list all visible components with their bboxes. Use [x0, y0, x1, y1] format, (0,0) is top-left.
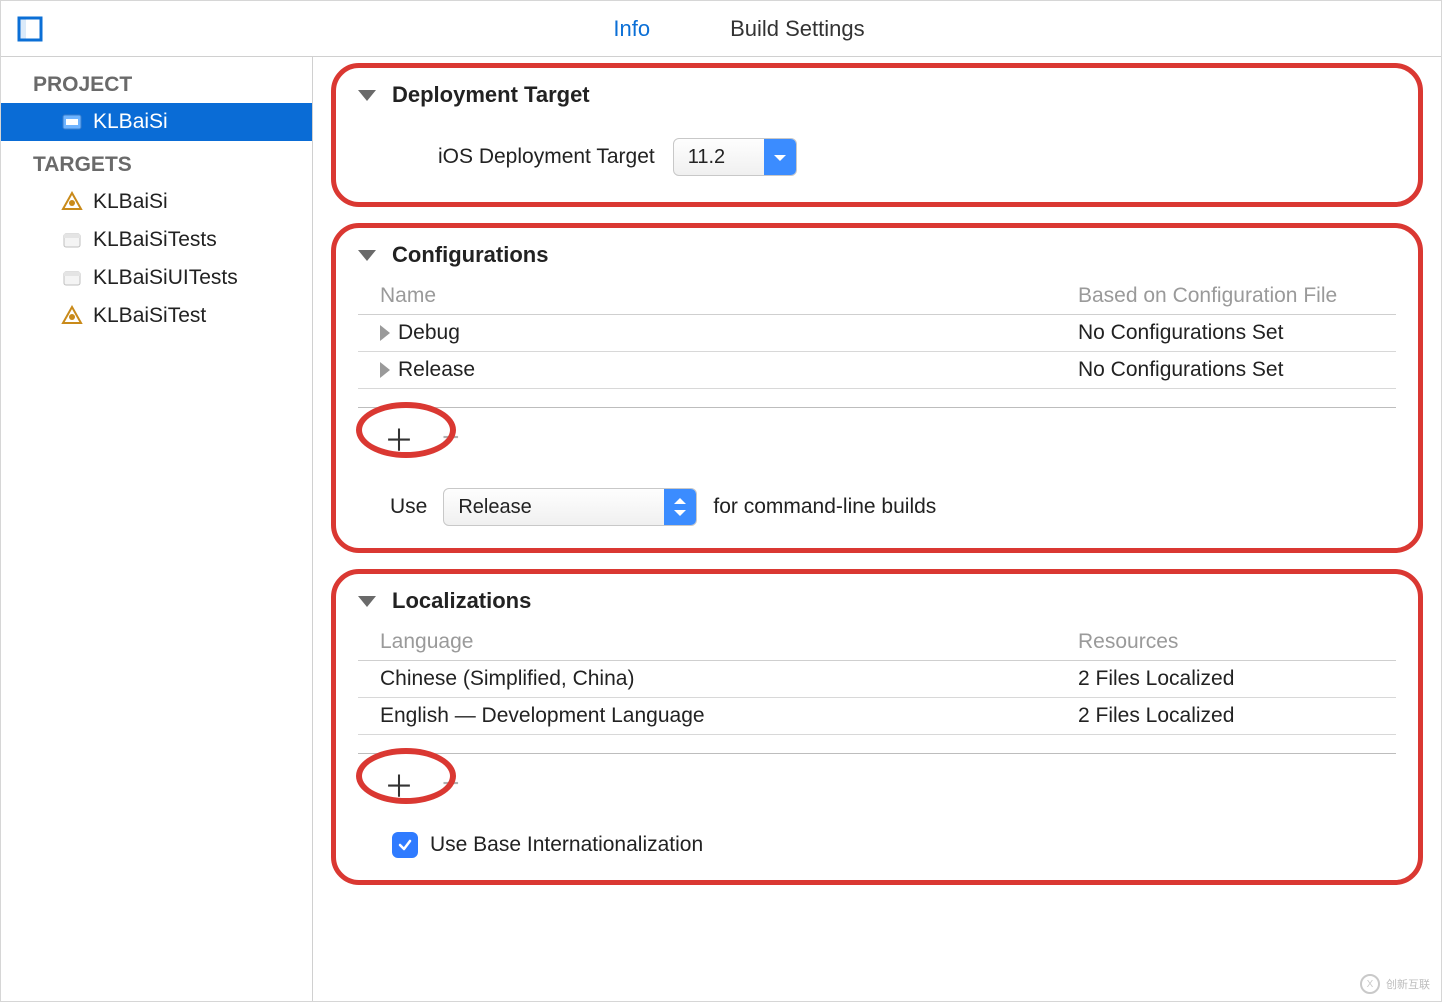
ios-deployment-target-select[interactable]: 11.2	[673, 138, 797, 176]
sidebar-item-label: KLBaiSiTest	[93, 304, 206, 328]
remove-localization-button[interactable]: −	[442, 767, 460, 801]
tab-info[interactable]: Info	[613, 16, 650, 42]
col-resources: Resources	[1078, 630, 1388, 654]
col-language: Language	[380, 630, 1078, 654]
panel-deployment-target: Deployment Target iOS Deployment Target …	[331, 63, 1423, 207]
left-panel-toggle-icon[interactable]	[15, 14, 45, 44]
checkmark-icon	[397, 837, 413, 853]
project-navigator: PROJECT KLBaiSi TARGETS KLBaiSi KLBaiSiT…	[1, 57, 313, 1001]
table-row[interactable]: Release No Configurations Set	[358, 352, 1396, 389]
editor-content: Deployment Target iOS Deployment Target …	[313, 57, 1441, 1001]
select-value: 11.2	[674, 139, 764, 175]
configurations-table: Name Based on Configuration File Debug N…	[358, 278, 1396, 389]
editor-topbar: Info Build Settings	[1, 1, 1441, 57]
test-bundle-icon	[61, 229, 83, 251]
panel-title: Localizations	[392, 588, 531, 614]
add-configuration-button[interactable]: ＋	[384, 416, 414, 460]
table-row[interactable]: English — Development Language 2 Files L…	[358, 698, 1396, 735]
watermark-logo-icon: X	[1360, 974, 1380, 994]
sidebar-item-label: KLBaiSiUITests	[93, 266, 238, 290]
sidebar-item-label: KLBaiSi	[93, 110, 168, 134]
base-internationalization-label: Use Base Internationalization	[430, 833, 703, 857]
expand-icon[interactable]	[380, 325, 390, 341]
sidebar-item-label: KLBaiSi	[93, 190, 168, 214]
use-label-pre: Use	[390, 495, 427, 519]
col-name: Name	[380, 284, 1078, 308]
sidebar-item-label: KLBaiSiTests	[93, 228, 217, 252]
targets-heading: TARGETS	[1, 147, 312, 183]
table-header: Name Based on Configuration File	[358, 278, 1396, 315]
tab-build-settings[interactable]: Build Settings	[730, 16, 865, 42]
watermark-text: 创新互联	[1386, 976, 1430, 992]
editor-tabs: Info Build Settings	[45, 16, 1433, 42]
chevron-updown-icon	[664, 489, 696, 525]
table-header: Language Resources	[358, 624, 1396, 661]
sidebar-item-target[interactable]: KLBaiSiTests	[1, 221, 312, 259]
watermark: X 创新互联	[1360, 974, 1430, 994]
remove-configuration-button[interactable]: −	[442, 421, 460, 455]
table-row[interactable]: Debug No Configurations Set	[358, 315, 1396, 352]
expand-icon[interactable]	[380, 362, 390, 378]
chevron-down-icon	[764, 139, 796, 175]
panel-title: Deployment Target	[392, 82, 590, 108]
loc-resources: 2 Files Localized	[1078, 704, 1388, 728]
loc-resources: 2 Files Localized	[1078, 667, 1388, 691]
config-based: No Configurations Set	[1078, 321, 1388, 345]
sidebar-item-project[interactable]: KLBaiSi	[1, 103, 312, 141]
app-target-icon	[61, 305, 83, 327]
add-localization-button[interactable]: ＋	[384, 762, 414, 806]
base-internationalization-checkbox[interactable]	[392, 832, 418, 858]
table-row[interactable]: Chinese (Simplified, China) 2 Files Loca…	[358, 661, 1396, 698]
panel-title: Configurations	[392, 242, 548, 268]
localizations-table: Language Resources Chinese (Simplified, …	[358, 624, 1396, 735]
sidebar-item-target[interactable]: KLBaiSiTest	[1, 297, 312, 335]
config-name: Release	[398, 358, 475, 382]
ios-deployment-target-label: iOS Deployment Target	[438, 145, 655, 169]
test-bundle-icon	[61, 267, 83, 289]
sidebar-item-target[interactable]: KLBaiSi	[1, 183, 312, 221]
config-name: Debug	[398, 321, 460, 345]
loc-language: Chinese (Simplified, China)	[380, 667, 1078, 691]
panel-localizations: Localizations Language Resources Chinese…	[331, 569, 1423, 885]
sidebar-item-target[interactable]: KLBaiSiUITests	[1, 259, 312, 297]
select-value: Release	[444, 489, 664, 525]
loc-language: English — Development Language	[380, 704, 1078, 728]
project-heading: PROJECT	[1, 67, 312, 103]
panel-configurations: Configurations Name Based on Configurati…	[331, 223, 1423, 553]
config-based: No Configurations Set	[1078, 358, 1388, 382]
commandline-config-select[interactable]: Release	[443, 488, 697, 526]
use-label-post: for command-line builds	[713, 495, 936, 519]
disclosure-triangle-icon[interactable]	[358, 90, 376, 101]
disclosure-triangle-icon[interactable]	[358, 250, 376, 261]
xcode-project-icon	[61, 111, 83, 133]
col-based-on: Based on Configuration File	[1078, 284, 1388, 308]
app-target-icon	[61, 191, 83, 213]
disclosure-triangle-icon[interactable]	[358, 596, 376, 607]
